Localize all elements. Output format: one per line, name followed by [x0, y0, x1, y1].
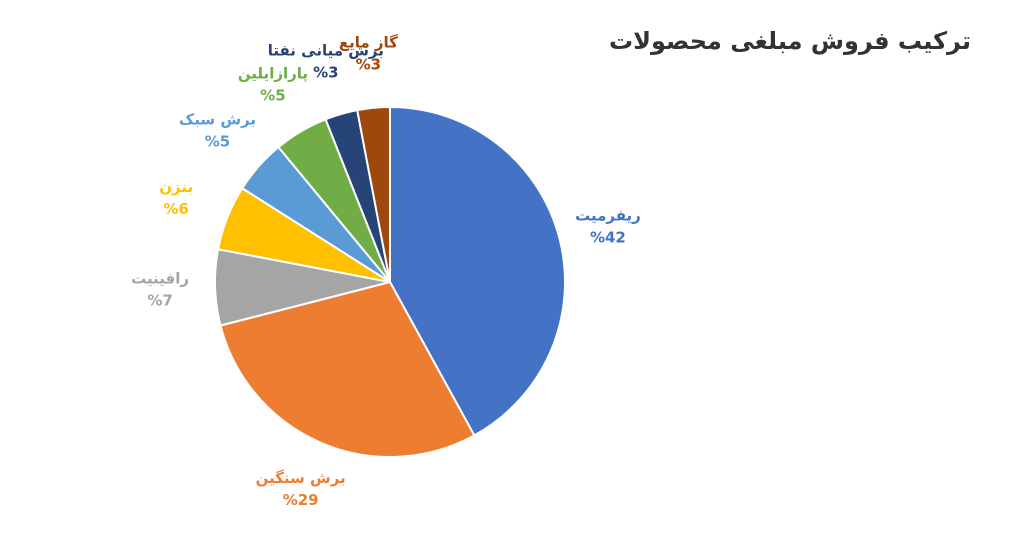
- pie-slice: [356, 105, 391, 283]
- slice-label: برش سبک: [179, 110, 256, 128]
- slice-label: گاز مایع: [339, 34, 398, 52]
- pie-slice: [389, 105, 567, 437]
- value-label: %29: [283, 491, 319, 509]
- value-label: %3: [356, 56, 381, 74]
- slice-label: رافینیت: [131, 270, 189, 288]
- pie-slice: [219, 280, 476, 458]
- slice-label: ریفرمیت: [575, 207, 641, 225]
- value-label: %3: [313, 64, 338, 82]
- chart-title: ترکیب فروش مبلغی محصولات: [609, 27, 971, 55]
- value-label: %5: [260, 87, 285, 105]
- value-label: %7: [147, 292, 172, 310]
- slice-label: برش میانی نفتا: [268, 42, 384, 60]
- value-label: %6: [163, 200, 188, 218]
- slice-label: بنزن: [159, 178, 193, 196]
- slice-label: برش سنگین: [256, 469, 346, 487]
- slice-label: پارازایلین: [238, 65, 308, 84]
- value-label: %42: [590, 229, 626, 247]
- value-label: %5: [205, 132, 230, 150]
